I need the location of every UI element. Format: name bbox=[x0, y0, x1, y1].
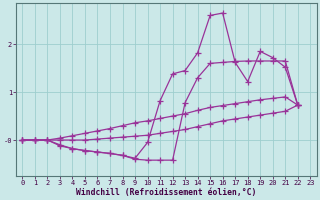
X-axis label: Windchill (Refroidissement éolien,°C): Windchill (Refroidissement éolien,°C) bbox=[76, 188, 257, 197]
